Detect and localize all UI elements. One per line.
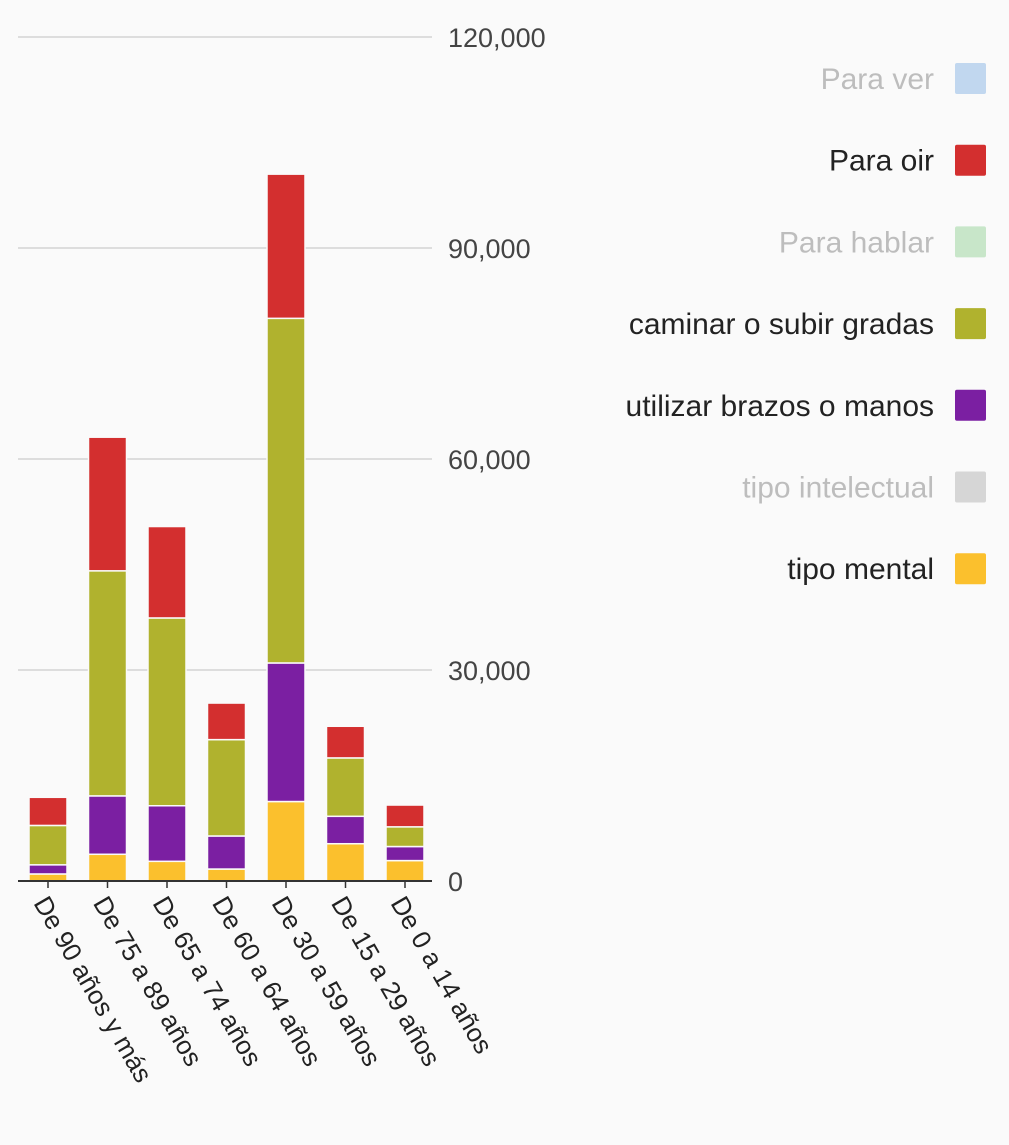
legend-swatch-caminar-o-subir-gradas — [955, 308, 986, 340]
legend-swatch-para-oir — [955, 144, 986, 176]
bar-segment-para-oir — [147, 525, 187, 619]
bar-segment-para-oir — [206, 702, 247, 741]
y-tick-label: 0 — [448, 867, 463, 897]
bar-segment-utilizar-brazos-o-manos — [206, 835, 247, 870]
legend-label-caminar-o-subir-gradas: caminar o subir gradas — [629, 308, 934, 341]
bar-segment-caminar-o-subir-gradas — [87, 570, 128, 797]
y-tick-label: 90,000 — [448, 234, 531, 264]
legend-label-para-oir: Para oir — [829, 145, 934, 178]
legend-swatch-utilizar-brazos-o-manos — [955, 389, 986, 421]
legend-swatch-tipo-intelectual — [955, 471, 986, 503]
bar-segment-utilizar-brazos-o-manos — [385, 845, 425, 862]
bar-segment-utilizar-brazos-o-manos — [147, 804, 187, 863]
bar-segment-para-oir — [385, 804, 425, 828]
bar-segment-para-oir — [266, 173, 306, 320]
bar-segment-tipo-mental — [147, 860, 187, 882]
bar-segment-tipo-mental — [87, 853, 128, 882]
legend: Para ver Para oir Para hablar caminar o sub… — [626, 63, 986, 586]
bar-segment-utilizar-brazos-o-manos — [325, 815, 366, 845]
bar-segment-caminar-o-subir-gradas — [147, 617, 187, 807]
bar-segment-tipo-mental — [325, 842, 366, 882]
legend-swatch-para-ver — [955, 63, 986, 94]
legend-swatch-para-hablar — [955, 226, 986, 258]
bar-segment-utilizar-brazos-o-manos — [87, 795, 128, 856]
y-tick-label: 120,000 — [448, 23, 546, 53]
gridlines — [18, 36, 432, 671]
bar-segment-tipo-mental — [266, 800, 306, 882]
legend-label-tipo-intelectual: tipo intelectual — [742, 472, 934, 505]
legend-label-tipo-mental: tipo mental — [787, 553, 934, 586]
bars — [28, 173, 425, 882]
y-tick-label: 30,000 — [448, 656, 531, 686]
bar-segment-caminar-o-subir-gradas — [206, 738, 247, 837]
bar-segment-tipo-mental — [28, 873, 68, 882]
bar-segment-para-oir — [87, 436, 128, 572]
bar-segment-caminar-o-subir-gradas — [266, 317, 306, 664]
bar-segment-para-oir — [325, 725, 366, 759]
legend-label-utilizar-brazos-o-manos: utilizar brazos o manos — [626, 390, 934, 423]
bar-segment-utilizar-brazos-o-manos — [266, 662, 306, 803]
bar-segment-caminar-o-subir-gradas — [325, 757, 366, 818]
bar-segment-tipo-mental — [206, 868, 247, 882]
legend-label-para-ver: Para ver — [821, 63, 934, 96]
bar-segment-utilizar-brazos-o-manos — [28, 864, 68, 875]
bar-segment-tipo-mental — [385, 859, 425, 882]
bar-segment-para-oir — [28, 796, 68, 827]
bar-segment-caminar-o-subir-gradas — [28, 824, 68, 866]
y-tick-label: 60,000 — [448, 445, 531, 475]
legend-label-para-hablar: Para hablar — [779, 226, 934, 259]
legend-swatch-tipo-mental — [955, 553, 986, 585]
bar-segment-caminar-o-subir-gradas — [385, 826, 425, 848]
